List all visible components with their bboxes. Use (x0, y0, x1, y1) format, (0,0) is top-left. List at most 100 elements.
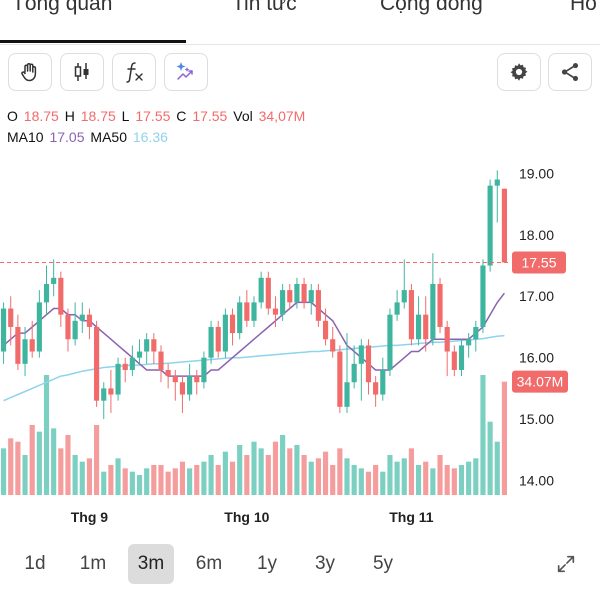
volume-bar (344, 458, 350, 495)
volume-bar (136, 475, 143, 495)
candle-body (222, 314, 228, 352)
candle-body (129, 357, 135, 370)
range-1y[interactable]: 1y (256, 553, 278, 574)
volume-bar (351, 465, 357, 495)
fullscreen-button[interactable] (548, 544, 584, 584)
candle-body (22, 339, 28, 364)
share-icon (561, 63, 579, 81)
volume-bar (337, 448, 343, 495)
range-3m[interactable]: 3m (128, 544, 174, 584)
candle-body (294, 283, 300, 303)
volume-bar (444, 465, 450, 495)
volume-bar (129, 471, 135, 495)
volume-bar (330, 465, 336, 495)
volume-bar (280, 435, 286, 495)
settings-button[interactable] (497, 53, 541, 91)
volume-bar (437, 455, 443, 495)
candle-body (36, 302, 42, 352)
tab-more[interactable]: Ho (570, 0, 597, 15)
volume-bar (501, 381, 507, 495)
volume-bar (480, 375, 486, 495)
volume-bar (194, 465, 200, 495)
candle-body (72, 320, 78, 340)
range-1d[interactable]: 1d (24, 553, 46, 574)
volume-bar (380, 471, 386, 495)
last-price-label: 17.55 (521, 254, 556, 270)
volume-bar (466, 461, 472, 495)
candle-body (8, 308, 14, 327)
volume-bar (301, 455, 307, 495)
candlestick-chart[interactable]: 19.00 18.00 17.00 16.00 15.00 14.00 17.55 34.07… (0, 150, 600, 530)
candle-body (165, 369, 171, 377)
high-label: H (64, 108, 75, 124)
range-selector: 1d 1m 3m 6m 1y 3y 5y (10, 544, 590, 588)
volume-bar (58, 448, 64, 495)
indicator-button[interactable] (112, 53, 156, 91)
candle-body (423, 314, 429, 340)
volume-bar (373, 465, 379, 495)
volume-bar (115, 458, 121, 495)
volume-bar (387, 455, 393, 495)
candle-body (287, 290, 293, 303)
candlestick-button[interactable] (60, 53, 104, 91)
candle-body (29, 339, 35, 352)
candle-body (301, 283, 307, 303)
volume-bar (122, 468, 128, 495)
volume-bar (101, 471, 107, 495)
candle-body (473, 326, 479, 340)
volume-bar (451, 468, 457, 495)
candle-body (15, 326, 21, 364)
x-tick-label: Thg 10 (224, 509, 269, 525)
last-price-tag (512, 251, 566, 274)
volume-bar (458, 465, 465, 495)
candle-body (179, 382, 186, 395)
volume-bar (365, 471, 372, 495)
ma10-value: 17.05 (49, 129, 85, 145)
share-button[interactable] (548, 53, 592, 91)
y-tick-label: 18.00 (519, 227, 554, 243)
candle-body (337, 351, 343, 407)
last-volume-tag (512, 370, 568, 393)
candle-body (122, 363, 128, 370)
candle-body (108, 388, 114, 395)
ai-insight-button[interactable] (164, 53, 208, 91)
candle-body (358, 345, 364, 364)
volume-bar (423, 461, 429, 495)
candle-body (494, 179, 500, 186)
candle-body (480, 265, 486, 327)
candle-body (394, 302, 400, 315)
hand-button[interactable] (8, 53, 52, 91)
candle-body (444, 326, 450, 352)
ma50-value: 16.36 (132, 129, 168, 145)
volume-bar (208, 455, 214, 495)
volume-bar (222, 451, 228, 495)
volume-bar (179, 461, 186, 495)
ma50-label: MA50 (90, 129, 127, 145)
function-icon (126, 62, 143, 83)
high-value: 18.75 (80, 108, 116, 124)
volume-bar (15, 441, 21, 495)
candle-body (437, 283, 443, 327)
range-6m[interactable]: 6m (195, 553, 223, 574)
range-3y[interactable]: 3y (314, 553, 336, 574)
candle-body (308, 290, 314, 303)
candle-body (401, 290, 407, 303)
tab-community[interactable]: Cộng đồng (380, 0, 483, 15)
y-tick-label: 14.00 (519, 473, 554, 489)
candle-body (265, 277, 271, 309)
range-1m[interactable]: 1m (79, 553, 107, 574)
close-value: 17.55 (192, 108, 228, 124)
volume-bar (8, 438, 14, 495)
volume-bar (79, 461, 85, 495)
range-5y[interactable]: 5y (372, 553, 394, 574)
candle-body (258, 277, 264, 303)
candle-body (172, 376, 178, 383)
chart-toolbar (0, 53, 600, 93)
candle-body (115, 363, 121, 395)
tab-news[interactable]: Tin tức (232, 0, 297, 15)
volume-bar (294, 445, 300, 495)
volume-bar (258, 448, 264, 495)
tab-overview[interactable]: Tổng quan (12, 0, 113, 15)
volume-bar (108, 465, 114, 495)
candle-body (101, 388, 107, 401)
